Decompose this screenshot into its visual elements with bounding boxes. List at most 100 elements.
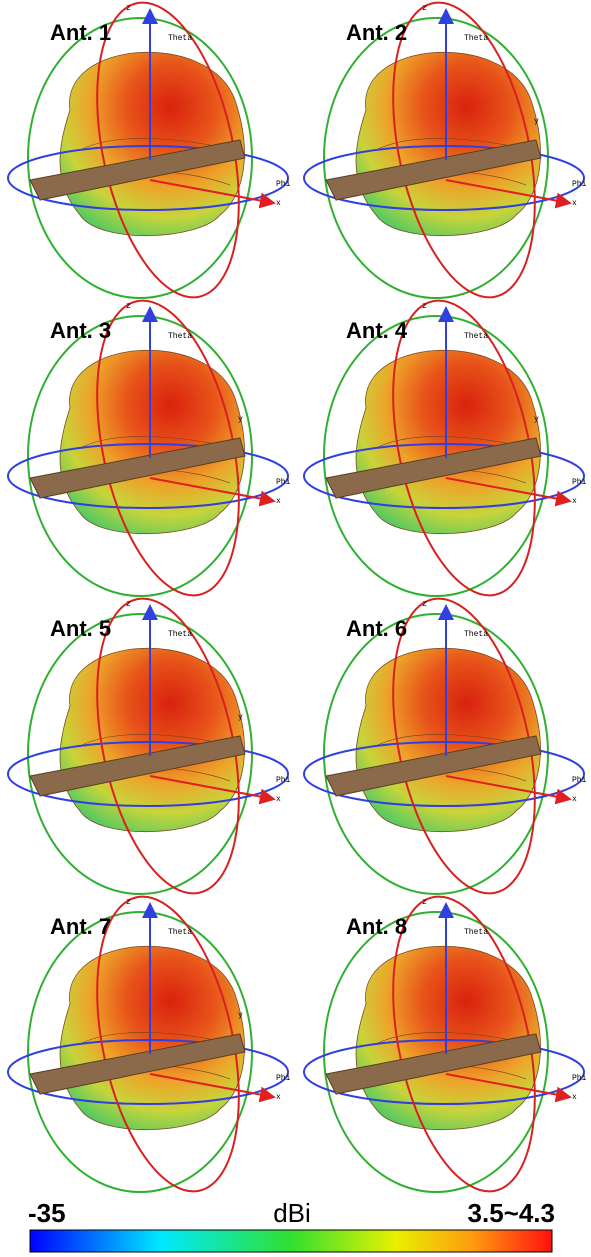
axis-label: z [126,600,131,609]
axis-label: y [238,713,243,722]
red-ring [392,597,536,895]
axis-label: y [238,1011,243,1020]
red-ring [96,895,240,1193]
axis-label: z [422,898,427,907]
board [29,1033,246,1095]
axis-label: Theta [168,34,192,43]
panel-title: Ant. 8 [346,914,407,939]
axis-label: x [572,199,577,208]
axis-label: Theta [464,34,488,43]
blue-ring [7,1039,289,1105]
board [325,735,542,797]
axis-label: x [276,1093,281,1102]
axis-label: z [422,302,427,311]
blue-ring [303,741,585,807]
pattern-panel: Ant. 5 z Theta y Phi x [7,597,291,895]
x-axis [149,477,276,507]
panel-title: Ant. 3 [50,318,111,343]
axis-label: Theta [168,630,192,639]
pattern-panel: Ant. 1 z Theta Phi x [7,1,291,299]
pattern-panel: Ant. 8 z Theta Phi x [303,895,587,1193]
blue-ring [303,443,585,509]
axis-label: x [276,795,281,804]
axis-label: x [572,1093,577,1102]
red-ring [96,1,240,299]
board [29,437,246,499]
axis-label: Theta [464,332,488,341]
axis-label: x [572,497,577,506]
axis-label: x [276,199,281,208]
panel-title: Ant. 1 [50,20,111,45]
axis-label: z [126,898,131,907]
green-ring [27,911,253,1193]
axis-label: Phi [572,1074,587,1083]
red-ring [96,299,240,597]
panel-title: Ant. 5 [50,616,111,641]
blue-ring [7,443,289,509]
blue-ring [7,145,289,211]
axis-label: z [422,4,427,13]
colorbar-max: 3.5~4.3 [468,1198,555,1228]
colorbar-min: -35 [28,1198,66,1228]
axis-label: z [422,600,427,609]
axis-label: x [572,795,577,804]
green-ring [27,17,253,299]
pattern-panel: Ant. 4 z Theta y Phi x [303,299,587,597]
panel-title: Ant. 4 [346,318,408,343]
axis-label: x [276,497,281,506]
board [325,1033,542,1095]
blue-ring [303,145,585,211]
panels: Ant. 1 z Theta Phi x Ant. 2 z Theta y Phi x Ant. 3 z… [7,1,587,1193]
colorbar: -35 dBi 3.5~4.3 [28,1198,555,1253]
x-axis [149,179,276,209]
pattern-panel: Ant. 2 z Theta y Phi x [303,1,587,299]
panel-title: Ant. 2 [346,20,407,45]
board [325,139,542,201]
colorbar-bar [29,1229,553,1253]
axis-label: y [534,117,539,126]
red-ring [392,1,536,299]
red-ring [96,597,240,895]
panel-title: Ant. 6 [346,616,407,641]
axis-label: Theta [464,630,488,639]
green-ring [323,17,549,299]
x-axis [149,775,276,805]
x-axis [445,477,572,507]
pattern-panel: Ant. 6 z Theta Phi x [303,597,587,895]
pattern-panel: Ant. 3 z Theta y Phi x [7,299,291,597]
panel-title: Ant. 7 [50,914,111,939]
axis-label: y [534,415,539,424]
colorbar-unit: dBi [273,1198,311,1228]
green-ring [323,315,549,597]
blue-ring [303,1039,585,1105]
axis-label: Phi [276,478,291,487]
axis-label: z [126,302,131,311]
x-axis [149,1073,276,1103]
x-axis [445,775,572,805]
axis-label: Phi [276,1074,291,1083]
red-ring [392,299,536,597]
axis-label: y [238,415,243,424]
green-ring [27,613,253,895]
axis-label: Phi [572,776,587,785]
board [325,437,542,499]
axis-label: Theta [168,332,192,341]
board [29,139,246,201]
axis-label: Phi [276,180,291,189]
green-ring [323,613,549,895]
axis-label: z [126,4,131,13]
axis-label: Phi [276,776,291,785]
axis-label: Theta [168,928,192,937]
x-axis [445,179,572,209]
axis-label: Phi [572,180,587,189]
blue-ring [7,741,289,807]
green-ring [27,315,253,597]
axis-label: Theta [464,928,488,937]
green-ring [323,911,549,1193]
red-ring [392,895,536,1193]
axis-label: Phi [572,478,587,487]
x-axis [445,1073,572,1103]
pattern-panel: Ant. 7 z Theta y Phi x [7,895,291,1193]
board [29,735,246,797]
